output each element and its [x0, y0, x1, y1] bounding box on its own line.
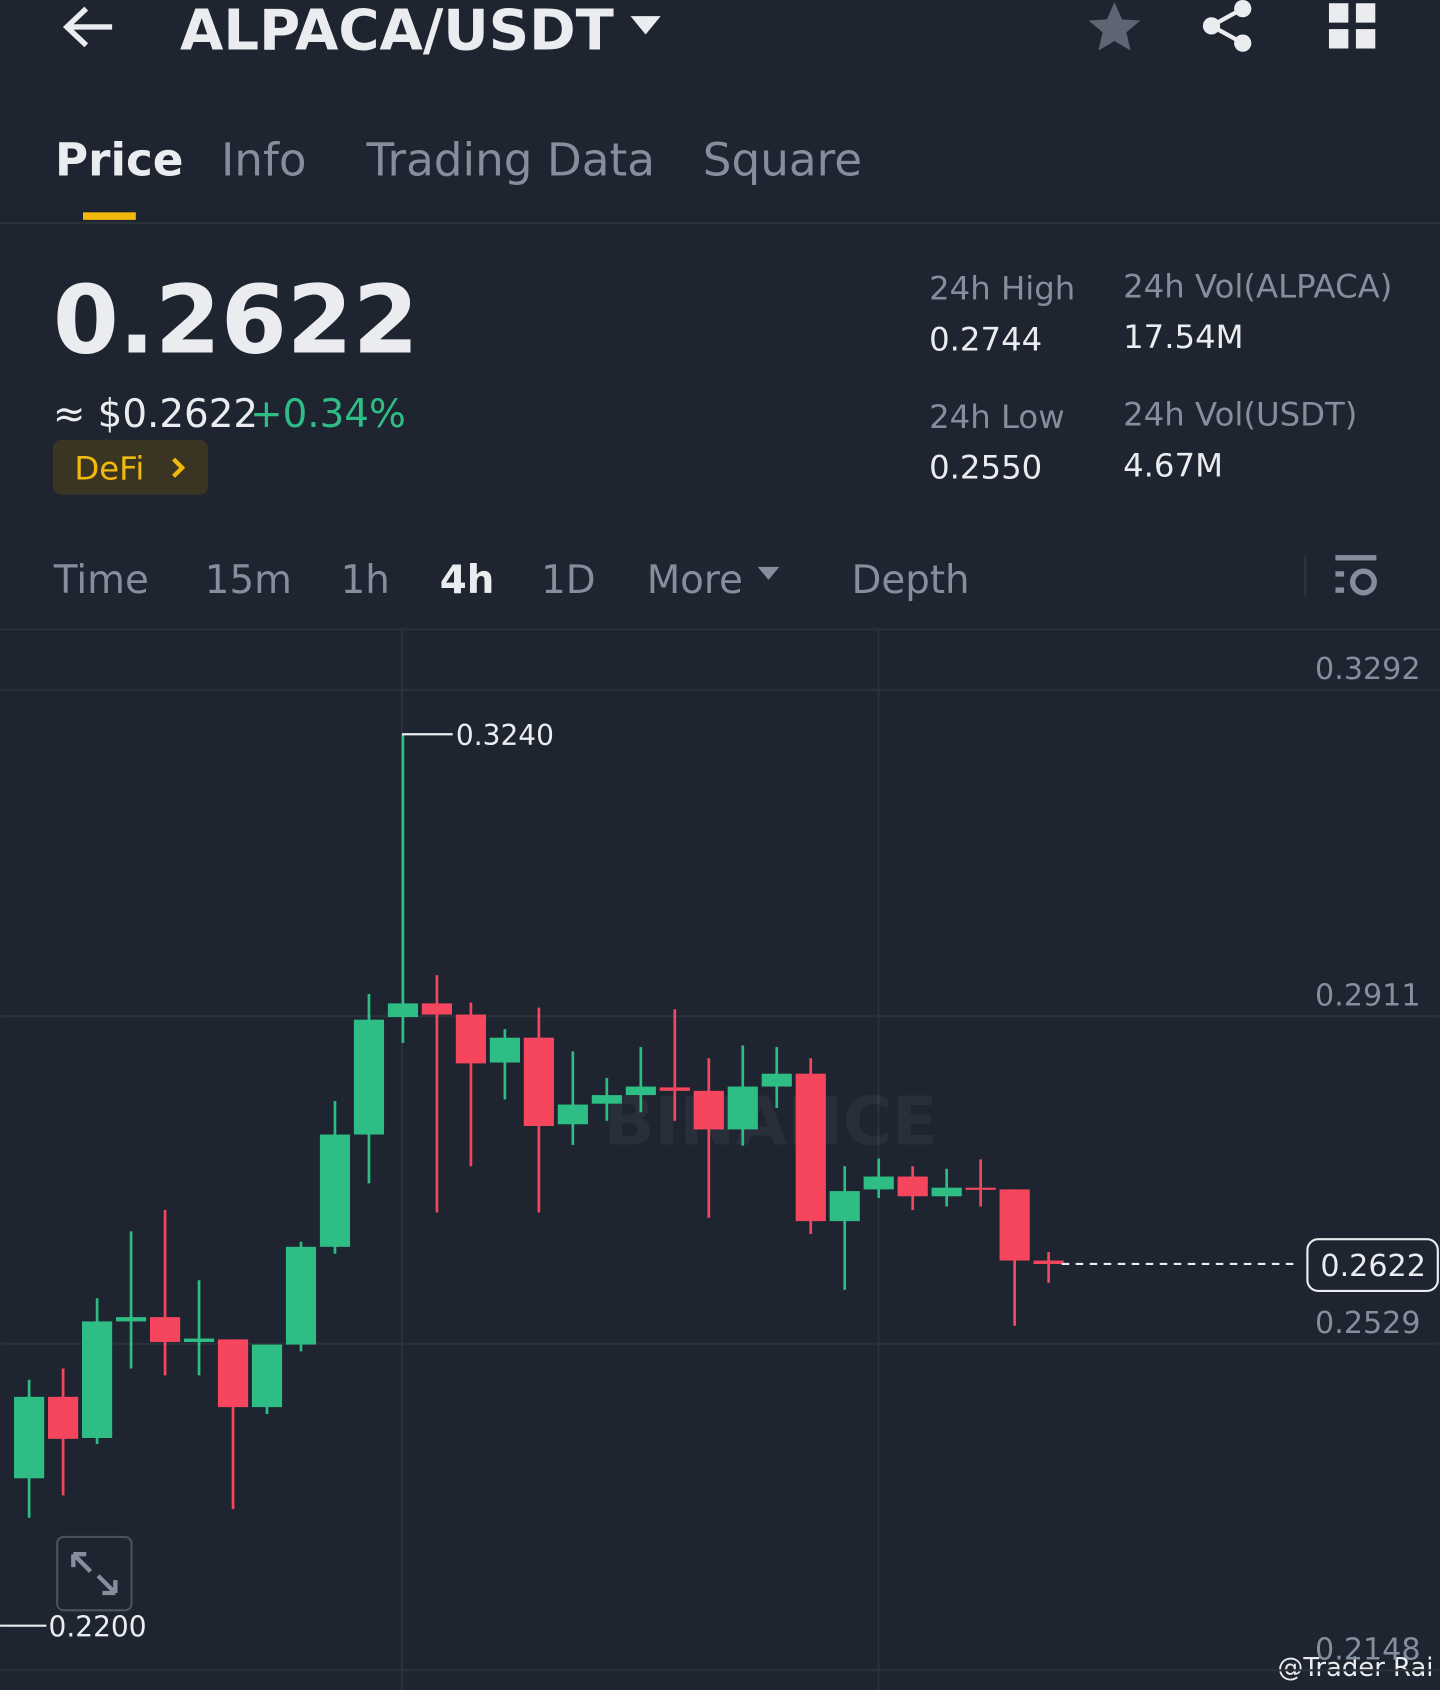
last-price-label: 0.2622 [1320, 1249, 1426, 1284]
stat-label: 24h Low [929, 398, 1065, 436]
max-label: 0.3240 [456, 719, 554, 752]
candle-body [48, 1396, 79, 1439]
stat-label: 24h High [929, 270, 1075, 308]
candle-body [557, 1104, 588, 1125]
candle-body [863, 1176, 894, 1190]
expand-button[interactable] [56, 1535, 133, 1612]
candle-body [625, 1086, 656, 1096]
candle-body [421, 1003, 453, 1015]
tab[interactable]: Square [703, 134, 862, 187]
y-tick-label: 0.2148 [1315, 1633, 1421, 1668]
candle-body [455, 1014, 486, 1064]
grid-icon[interactable] [1328, 3, 1376, 49]
last-price-box [1306, 1238, 1439, 1293]
timeframe[interactable]: Depth [851, 558, 969, 603]
tag-label: DeFi [74, 450, 144, 488]
candle-body [1033, 1260, 1064, 1264]
favorite-icon[interactable] [1088, 2, 1141, 51]
candle-body [931, 1187, 962, 1197]
tab-indicator [83, 212, 136, 220]
chevron [172, 457, 186, 478]
candle-body [693, 1090, 724, 1130]
tab[interactable]: Price [55, 134, 184, 187]
stat-value: 0.2744 [929, 320, 1042, 358]
tab[interactable]: Info [221, 134, 307, 187]
candle-body [897, 1176, 928, 1197]
timeframe[interactable]: 4h [440, 558, 495, 603]
candle-body [489, 1037, 520, 1063]
candle-body [251, 1344, 283, 1408]
candle-body [149, 1317, 181, 1342]
expand-icon [71, 1552, 118, 1596]
candle-body [82, 1321, 113, 1438]
timeframe[interactable]: More [647, 558, 743, 603]
credit: @Trader Rai [1278, 1653, 1434, 1683]
tab[interactable]: Trading Data [365, 134, 654, 187]
candle-body [183, 1338, 215, 1342]
stat-value: 4.67M [1123, 446, 1223, 484]
fiat-price: ≈ $0.2622 [53, 392, 258, 437]
more-dropdown[interactable] [757, 566, 780, 580]
candle-body [319, 1134, 351, 1247]
y-tick-label: 0.2529 [1315, 1306, 1421, 1341]
back-button[interactable] [62, 6, 113, 48]
candle-body [999, 1189, 1030, 1261]
stat-value: 0.2550 [929, 449, 1042, 487]
candlestick-chart: 0.3292 0.2911 0.2529 0.2148 0.3240 0.2200 0.26… [0, 652, 1440, 1672]
candle-body [14, 1396, 45, 1479]
stat-label: 24h Vol(USDT) [1123, 396, 1357, 434]
timeframe[interactable]: 1h [341, 558, 390, 603]
candle-body [829, 1191, 860, 1222]
watermark: BINANCE [604, 1083, 938, 1161]
candle-body [965, 1187, 996, 1190]
timeframe[interactable]: 15m [205, 558, 292, 603]
last-price: 0.2622 [53, 265, 419, 375]
stat-value: 17.54M [1123, 318, 1243, 356]
candle-body [353, 1019, 385, 1135]
min-label: 0.2200 [49, 1610, 147, 1643]
share-icon[interactable] [1202, 0, 1252, 52]
y-tick-label: 0.2911 [1315, 978, 1421, 1013]
timeframe[interactable]: Time [53, 558, 149, 603]
y-tick-label: 0.3292 [1315, 652, 1421, 687]
price-change: +0.34% [250, 392, 406, 437]
candle-body [285, 1246, 317, 1345]
candle-body [761, 1073, 792, 1087]
pair-dropdown[interactable] [630, 16, 661, 35]
candle-body [387, 1003, 419, 1018]
candle-body [115, 1317, 147, 1322]
candle-body [727, 1086, 758, 1130]
pair-title: ALPACA/USDT [180, 0, 614, 64]
candle-body [523, 1037, 554, 1126]
timeframe[interactable]: 1D [541, 558, 596, 603]
candle-body [217, 1339, 249, 1408]
stat-label: 24h Vol(ALPACA) [1123, 267, 1392, 305]
tag-chip[interactable] [52, 439, 209, 495]
candle-body [591, 1095, 622, 1104]
chart-settings-icon[interactable] [1335, 555, 1377, 596]
candle-body [659, 1087, 690, 1091]
candle-body [795, 1073, 826, 1222]
